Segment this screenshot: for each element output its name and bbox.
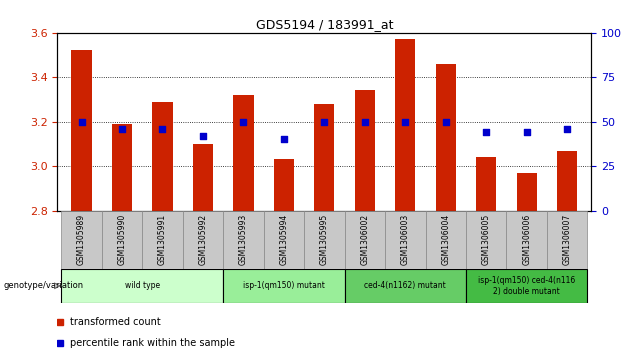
Point [562, 126, 572, 132]
Bar [233, 95, 254, 211]
Text: GSM1305992: GSM1305992 [198, 214, 207, 265]
Bar [183, 211, 223, 269]
Bar [193, 144, 213, 211]
Point [198, 133, 208, 139]
Bar [264, 211, 304, 269]
Bar [516, 173, 537, 211]
Bar [466, 269, 588, 303]
Bar [153, 102, 172, 211]
Point [279, 136, 289, 142]
Text: wild type: wild type [125, 281, 160, 290]
Point [238, 119, 249, 125]
Bar [557, 151, 577, 211]
Bar [355, 90, 375, 211]
Bar [61, 269, 223, 303]
Text: GSM1305991: GSM1305991 [158, 214, 167, 265]
Bar [223, 269, 345, 303]
Text: GSM1306007: GSM1306007 [563, 214, 572, 265]
Text: GSM1306004: GSM1306004 [441, 214, 450, 265]
Bar [547, 211, 588, 269]
Text: percentile rank within the sample: percentile rank within the sample [70, 338, 235, 348]
Bar [273, 159, 294, 211]
Point [360, 119, 370, 125]
Bar [506, 211, 547, 269]
Point [319, 119, 329, 125]
Text: GSM1305994: GSM1305994 [279, 214, 288, 265]
Bar [345, 269, 466, 303]
Text: GSM1306003: GSM1306003 [401, 214, 410, 265]
Text: isp-1(qm150) ced-4(n116
2) double mutant: isp-1(qm150) ced-4(n116 2) double mutant [478, 276, 576, 295]
Text: GSM1305993: GSM1305993 [239, 214, 248, 265]
Bar [476, 157, 496, 211]
Bar [425, 211, 466, 269]
Point [117, 126, 127, 132]
Point [76, 119, 86, 125]
Text: GSM1306002: GSM1306002 [361, 214, 370, 265]
Bar [466, 211, 506, 269]
Point [400, 119, 410, 125]
Bar [345, 211, 385, 269]
Point [441, 119, 451, 125]
Title: GDS5194 / 183991_at: GDS5194 / 183991_at [256, 19, 393, 32]
Text: genotype/variation: genotype/variation [3, 281, 83, 290]
Text: ced-4(n1162) mutant: ced-4(n1162) mutant [364, 281, 446, 290]
Text: GSM1305990: GSM1305990 [118, 214, 127, 265]
Bar [304, 211, 345, 269]
Bar [436, 64, 456, 211]
Bar [395, 39, 415, 211]
Text: GSM1305995: GSM1305995 [320, 214, 329, 265]
Text: transformed count: transformed count [70, 317, 161, 327]
Bar [112, 124, 132, 211]
Point [157, 126, 167, 132]
Text: GSM1306005: GSM1306005 [481, 214, 491, 265]
Point [522, 129, 532, 135]
Bar [102, 211, 142, 269]
Text: GSM1305989: GSM1305989 [77, 214, 86, 265]
Text: isp-1(qm150) mutant: isp-1(qm150) mutant [243, 281, 325, 290]
Text: GSM1306006: GSM1306006 [522, 214, 531, 265]
Bar [385, 211, 425, 269]
Bar [223, 211, 264, 269]
Bar [314, 104, 335, 211]
Bar [142, 211, 183, 269]
Bar [61, 211, 102, 269]
Point [481, 129, 492, 135]
Bar [71, 50, 92, 211]
